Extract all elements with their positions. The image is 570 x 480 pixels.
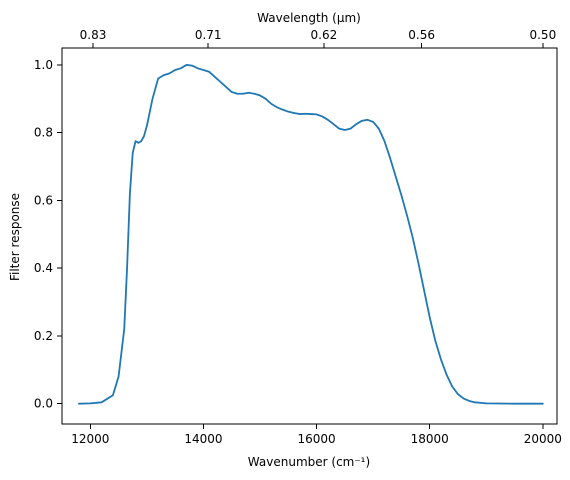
top-tick-label-4: 0.56 — [408, 28, 435, 42]
x-tick-label-2: 14000 — [184, 432, 222, 446]
axis-layer: 12000 14000 16000 18000 20000 0.0 0.2 0.4 0.6 0.8… — [34, 28, 562, 446]
top-tick-label-5: 0.50 — [529, 28, 556, 42]
y-tick-label-6: 1.0 — [34, 58, 53, 72]
series-line-1 — [78, 64, 544, 405]
y-tick-label-5: 0.8 — [34, 126, 53, 140]
y-axis-label: Filter response — [8, 193, 22, 281]
x-tick-label-1: 12000 — [71, 432, 109, 446]
x-tick-label-5: 20000 — [524, 432, 562, 446]
top-tick-label-3: 0.62 — [311, 28, 338, 42]
x-axis-label: Wavenumber (cm⁻¹) — [248, 455, 370, 469]
x-tick-label-3: 16000 — [297, 432, 335, 446]
top-tick-label-2: 0.71 — [195, 28, 222, 42]
x-tick-label-4: 18000 — [411, 432, 449, 446]
top-axis-label: Wavelength (μm) — [257, 11, 361, 25]
y-tick-label-3: 0.4 — [34, 261, 53, 275]
top-tick-label-1: 0.83 — [80, 28, 107, 42]
y-tick-label-1: 0.0 — [34, 397, 53, 411]
plot-layer — [78, 64, 544, 405]
y-tick-label-4: 0.6 — [34, 193, 53, 207]
y-tick-label-2: 0.2 — [34, 329, 53, 343]
plot-frame — [61, 47, 558, 425]
